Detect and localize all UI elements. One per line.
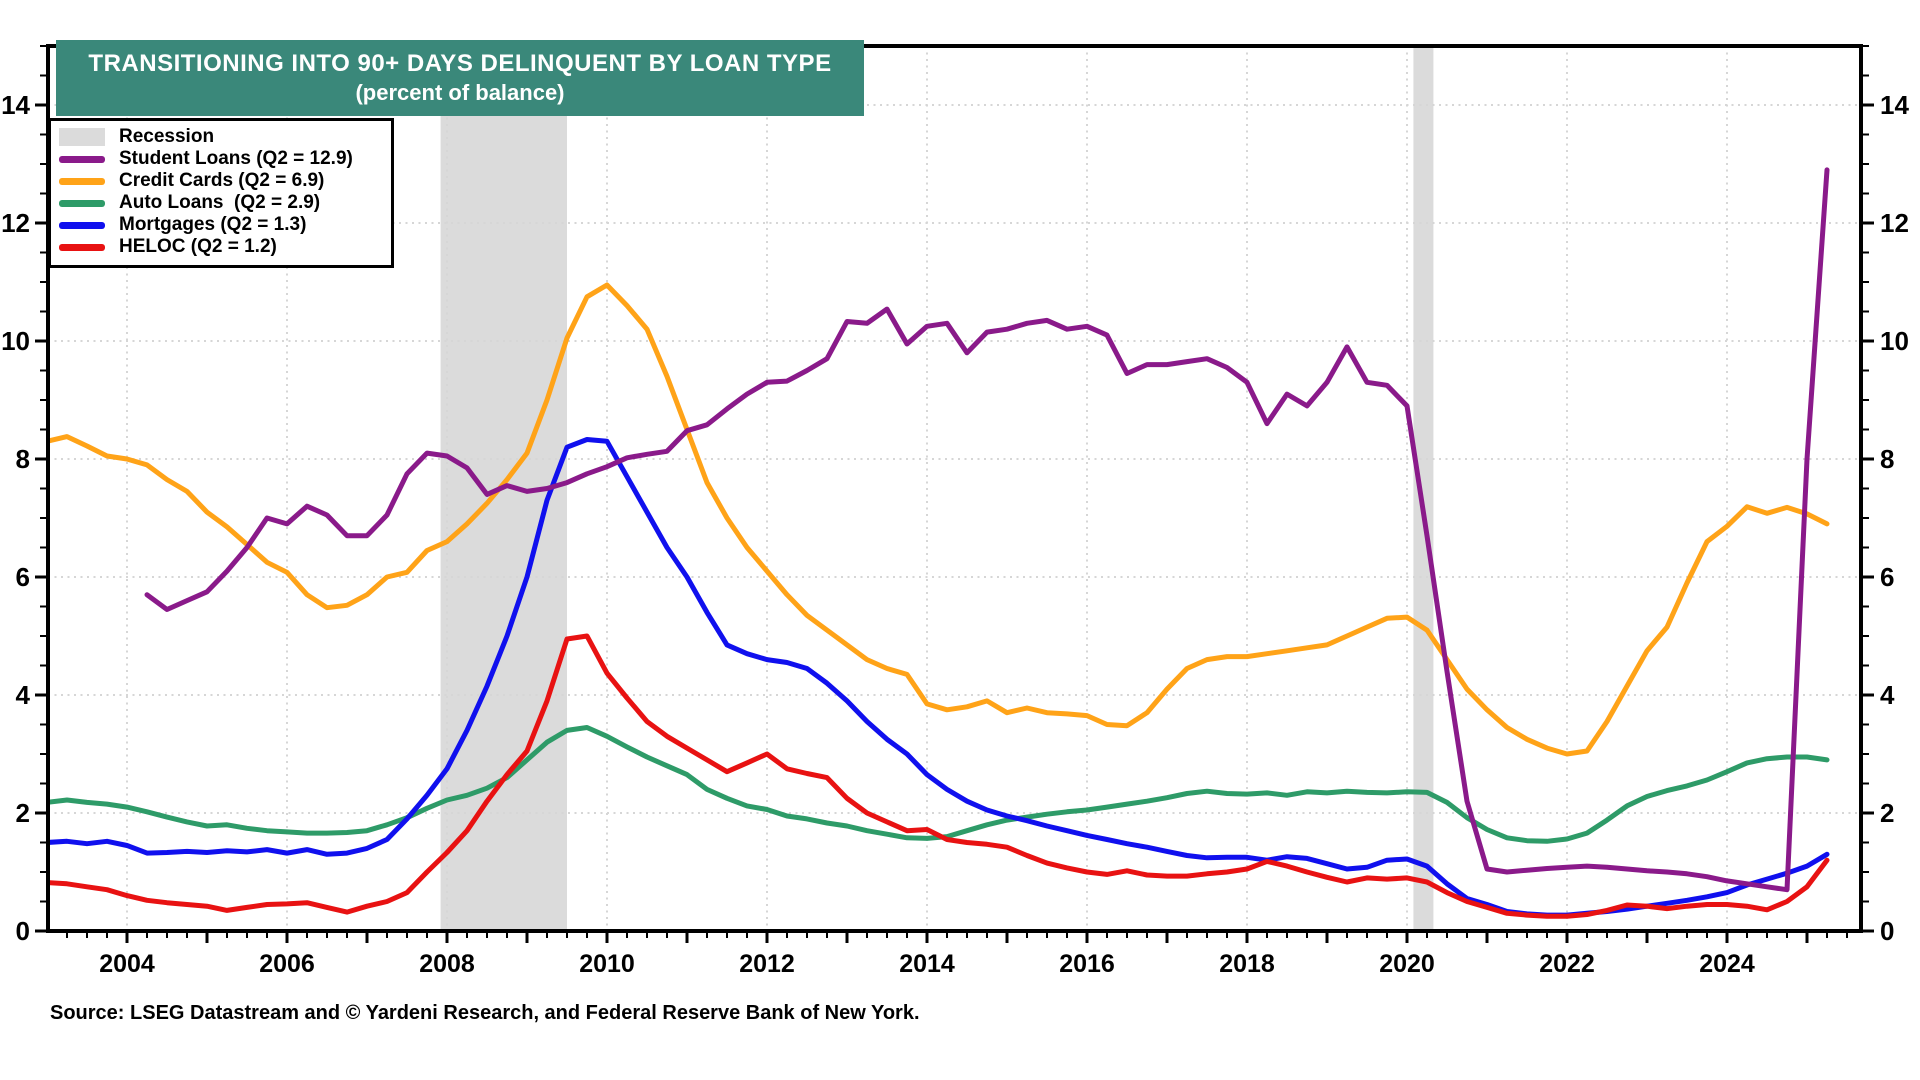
legend-item-4: Mortgages (Q2 = 1.3) bbox=[59, 214, 383, 236]
svg-text:8: 8 bbox=[16, 444, 30, 474]
axis-ticks bbox=[35, 45, 1874, 943]
svg-text:6: 6 bbox=[16, 562, 30, 592]
legend-label: Auto Loans (Q2 = 2.9) bbox=[119, 192, 321, 213]
svg-text:0: 0 bbox=[16, 916, 30, 946]
recession-swatch bbox=[59, 128, 105, 146]
legend-item-1: Student Loans (Q2 = 12.9) bbox=[59, 148, 383, 170]
x-axis-labels: 2004 2006 2008 2010 2012 2014 2016 2018 2020 2022… bbox=[99, 950, 1755, 978]
svg-text:12: 12 bbox=[1880, 208, 1909, 238]
svg-text:2016: 2016 bbox=[1059, 950, 1115, 978]
svg-text:14: 14 bbox=[1, 90, 30, 120]
svg-text:0: 0 bbox=[1880, 916, 1894, 946]
svg-text:2006: 2006 bbox=[259, 950, 315, 978]
svg-text:2024: 2024 bbox=[1699, 950, 1755, 978]
svg-text:2008: 2008 bbox=[419, 950, 475, 978]
svg-text:2004: 2004 bbox=[99, 950, 155, 978]
svg-text:10: 10 bbox=[1, 326, 30, 356]
svg-text:2: 2 bbox=[16, 798, 30, 828]
gridlines bbox=[48, 46, 1861, 931]
y-axis-labels-left: 0 2 4 6 8 10 12 14 bbox=[1, 90, 30, 946]
chart-subtitle: (percent of balance) bbox=[355, 80, 565, 106]
source-note: Source: LSEG Datastream and © Yardeni Re… bbox=[50, 1002, 920, 1024]
svg-text:10: 10 bbox=[1880, 326, 1909, 356]
legend-item-3: Auto Loans (Q2 = 2.9) bbox=[59, 192, 383, 214]
legend-box: Recession Student Loans (Q2 = 12.9) Credit… bbox=[48, 118, 394, 268]
legend-label: Mortgages (Q2 = 1.3) bbox=[119, 214, 307, 235]
title-banner: TRANSITIONING INTO 90+ DAYS DELINQUENT B… bbox=[56, 40, 864, 116]
line-swatch bbox=[59, 199, 105, 207]
legend-label: HELOC (Q2 = 1.2) bbox=[119, 236, 277, 257]
recession-bands bbox=[440, 46, 1434, 931]
svg-text:12: 12 bbox=[1, 208, 30, 238]
svg-text:14: 14 bbox=[1880, 90, 1909, 120]
svg-text:2: 2 bbox=[1880, 798, 1894, 828]
series-line-student_loans bbox=[144, 167, 1830, 893]
series-line-credit_cards bbox=[48, 282, 1830, 757]
svg-text:2010: 2010 bbox=[579, 950, 635, 978]
svg-text:2018: 2018 bbox=[1219, 950, 1275, 978]
legend-label: Credit Cards (Q2 = 6.9) bbox=[119, 170, 325, 191]
series-line-auto_loans bbox=[48, 725, 1830, 844]
legend-item-0: Recession bbox=[59, 126, 383, 148]
line-swatch bbox=[59, 155, 105, 163]
line-swatch bbox=[59, 177, 105, 185]
legend-item-5: HELOC (Q2 = 1.2) bbox=[59, 236, 383, 258]
legend-label: Recession bbox=[119, 126, 215, 147]
svg-text:2022: 2022 bbox=[1539, 950, 1595, 978]
svg-text:2012: 2012 bbox=[739, 950, 795, 978]
line-swatch bbox=[59, 243, 105, 251]
svg-text:6: 6 bbox=[1880, 562, 1894, 592]
y-axis-labels-right: 0 2 4 6 8 10 12 14 bbox=[1880, 90, 1909, 946]
svg-text:2014: 2014 bbox=[899, 950, 955, 978]
legend-label: Student Loans (Q2 = 12.9) bbox=[119, 148, 353, 169]
line-swatch bbox=[59, 221, 105, 229]
chart-title: TRANSITIONING INTO 90+ DAYS DELINQUENT B… bbox=[88, 50, 832, 78]
svg-text:4: 4 bbox=[1880, 680, 1895, 710]
legend-item-2: Credit Cards (Q2 = 6.9) bbox=[59, 170, 383, 192]
svg-text:2020: 2020 bbox=[1379, 950, 1435, 978]
series-line-heloc bbox=[48, 633, 1830, 919]
svg-text:4: 4 bbox=[16, 680, 31, 710]
svg-text:8: 8 bbox=[1880, 444, 1894, 474]
